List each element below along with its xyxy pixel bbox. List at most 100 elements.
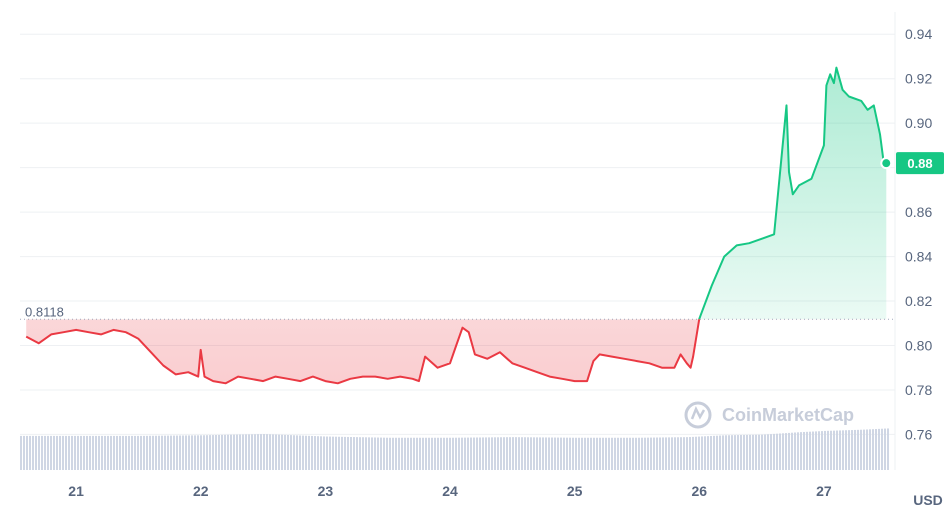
volume-bar xyxy=(425,437,427,470)
volume-bar xyxy=(365,437,367,470)
volume-bar xyxy=(77,435,79,470)
volume-bar xyxy=(821,431,823,470)
volume-bar xyxy=(281,434,283,470)
volume-bar xyxy=(731,435,733,470)
price-line xyxy=(25,66,887,385)
volume-bar xyxy=(209,435,211,470)
volume-bar xyxy=(482,437,484,470)
volume-bar xyxy=(395,437,397,470)
volume-bar xyxy=(503,437,505,470)
volume-bar xyxy=(605,437,607,470)
volume-bar xyxy=(128,435,130,470)
y-tick-label: 0.86 xyxy=(905,204,932,220)
volume-bar xyxy=(620,437,622,470)
volume-bar xyxy=(29,435,31,470)
volume-bar xyxy=(668,437,670,470)
volume-bar xyxy=(389,437,391,470)
volume-bar xyxy=(377,437,379,470)
volume-bar xyxy=(116,435,118,470)
volume-bar xyxy=(269,434,271,470)
volume-bar xyxy=(836,430,838,470)
volume-bar xyxy=(599,437,601,470)
volume-bar xyxy=(569,437,571,470)
volume-bar xyxy=(557,437,559,470)
volume-bar xyxy=(518,437,520,470)
y-tick-label: 0.92 xyxy=(905,71,932,87)
volume-bar xyxy=(869,429,871,470)
volume-bar xyxy=(41,435,43,470)
volume-bar xyxy=(302,435,304,470)
volume-bar xyxy=(146,435,148,470)
volume-bar xyxy=(716,435,718,470)
volume-bar xyxy=(230,434,232,470)
volume-bar xyxy=(167,435,169,470)
volume-bar xyxy=(791,432,793,470)
volume-bar xyxy=(602,437,604,470)
volume-bar xyxy=(470,437,472,470)
volume-bar xyxy=(74,435,76,470)
volume-bar xyxy=(779,433,781,470)
volume-bar xyxy=(311,435,313,470)
volume-bar xyxy=(335,436,337,470)
volume-bar xyxy=(839,430,841,470)
volume-bar xyxy=(182,435,184,470)
volume-bar xyxy=(827,430,829,470)
volume-bar xyxy=(125,435,127,470)
volume-bar xyxy=(170,435,172,470)
volume-bar xyxy=(662,437,664,470)
volume-bar xyxy=(722,435,724,470)
volume-bars xyxy=(20,428,889,470)
volume-bar xyxy=(59,435,61,470)
volume-bar xyxy=(671,437,673,470)
volume-bar xyxy=(566,437,568,470)
volume-bar xyxy=(770,434,772,470)
volume-bar xyxy=(674,437,676,470)
volume-bar xyxy=(437,437,439,470)
volume-bar xyxy=(506,437,508,470)
y-tick-label: 0.76 xyxy=(905,426,932,442)
volume-bar xyxy=(353,437,355,470)
volume-bar xyxy=(224,434,226,470)
volume-bar xyxy=(680,437,682,470)
volume-bar xyxy=(23,435,25,470)
volume-bar xyxy=(641,437,643,470)
volume-bar xyxy=(215,434,217,470)
volume-bar xyxy=(701,436,703,470)
price-area-fill xyxy=(26,67,887,384)
volume-bar xyxy=(323,436,325,470)
volume-bar xyxy=(359,437,361,470)
volume-bar xyxy=(203,435,205,470)
volume-bar xyxy=(710,435,712,470)
volume-bar xyxy=(221,434,223,470)
volume-bar xyxy=(746,434,748,470)
volume-bar xyxy=(329,436,331,470)
volume-bar xyxy=(776,433,778,470)
volume-bar xyxy=(689,437,691,470)
volume-bar xyxy=(719,435,721,470)
volume-bar xyxy=(212,435,214,470)
volume-bar xyxy=(305,435,307,470)
volume-bar xyxy=(509,437,511,470)
volume-bar xyxy=(458,437,460,470)
volume-bar xyxy=(848,430,850,470)
volume-bar xyxy=(431,437,433,470)
volume-bar xyxy=(413,437,415,470)
volume-bar xyxy=(575,437,577,470)
volume-bar xyxy=(842,430,844,470)
volume-bar xyxy=(782,433,784,470)
volume-bar xyxy=(248,434,250,470)
volume-bar xyxy=(611,437,613,470)
volume-bar xyxy=(860,429,862,470)
volume-bar xyxy=(800,432,802,470)
volume-bar xyxy=(698,436,700,470)
volume-bar xyxy=(401,437,403,470)
volume-bar xyxy=(593,437,595,470)
volume-bar xyxy=(449,437,451,470)
volume-bar xyxy=(176,435,178,470)
volume-bar xyxy=(317,436,319,470)
volume-bar xyxy=(524,437,526,470)
volume-bar xyxy=(104,435,106,470)
volume-bar xyxy=(617,437,619,470)
